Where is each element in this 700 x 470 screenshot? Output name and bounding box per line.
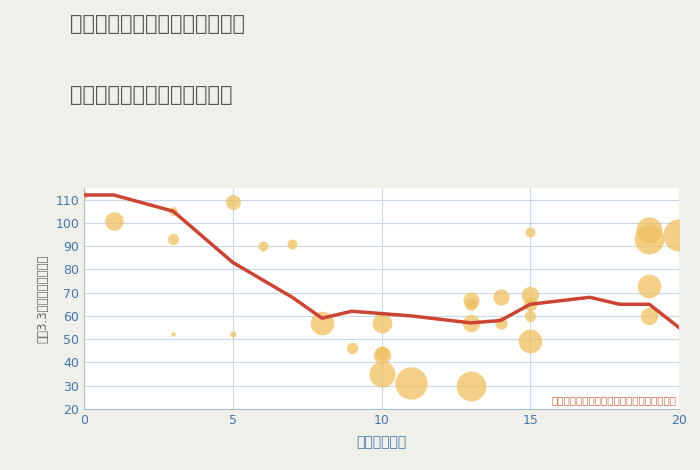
Point: [525, 291, 536, 299]
Point: [465, 382, 476, 390]
Point: [316, 319, 328, 327]
Point: [525, 300, 536, 308]
Y-axis label: 坪（3.3㎡）単価（万円）: 坪（3.3㎡）単価（万円）: [36, 254, 50, 343]
Point: [673, 231, 685, 238]
Text: 埼玉県さいたま市見沼区染谷の: 埼玉県さいたま市見沼区染谷の: [70, 14, 245, 34]
Point: [644, 226, 655, 234]
X-axis label: 駅距離（分）: 駅距離（分）: [356, 435, 407, 449]
Point: [465, 296, 476, 303]
Point: [495, 294, 506, 301]
Point: [465, 319, 476, 327]
Point: [168, 235, 179, 243]
Point: [227, 198, 238, 206]
Point: [644, 312, 655, 320]
Text: 円の大きさは、取引のあった物件面積を示す: 円の大きさは、取引のあった物件面積を示す: [551, 395, 676, 406]
Point: [78, 191, 90, 199]
Point: [168, 331, 179, 338]
Point: [257, 243, 268, 250]
Point: [406, 380, 417, 387]
Point: [227, 331, 238, 338]
Point: [465, 300, 476, 308]
Point: [644, 235, 655, 243]
Point: [108, 217, 119, 224]
Point: [525, 312, 536, 320]
Point: [376, 370, 387, 378]
Point: [287, 240, 298, 248]
Point: [525, 338, 536, 345]
Point: [525, 228, 536, 236]
Point: [168, 207, 179, 215]
Point: [644, 282, 655, 290]
Point: [346, 345, 357, 352]
Point: [495, 319, 506, 327]
Text: 駅距離別中古マンション価格: 駅距離別中古マンション価格: [70, 85, 232, 105]
Point: [376, 352, 387, 359]
Point: [376, 319, 387, 327]
Point: [376, 349, 387, 357]
